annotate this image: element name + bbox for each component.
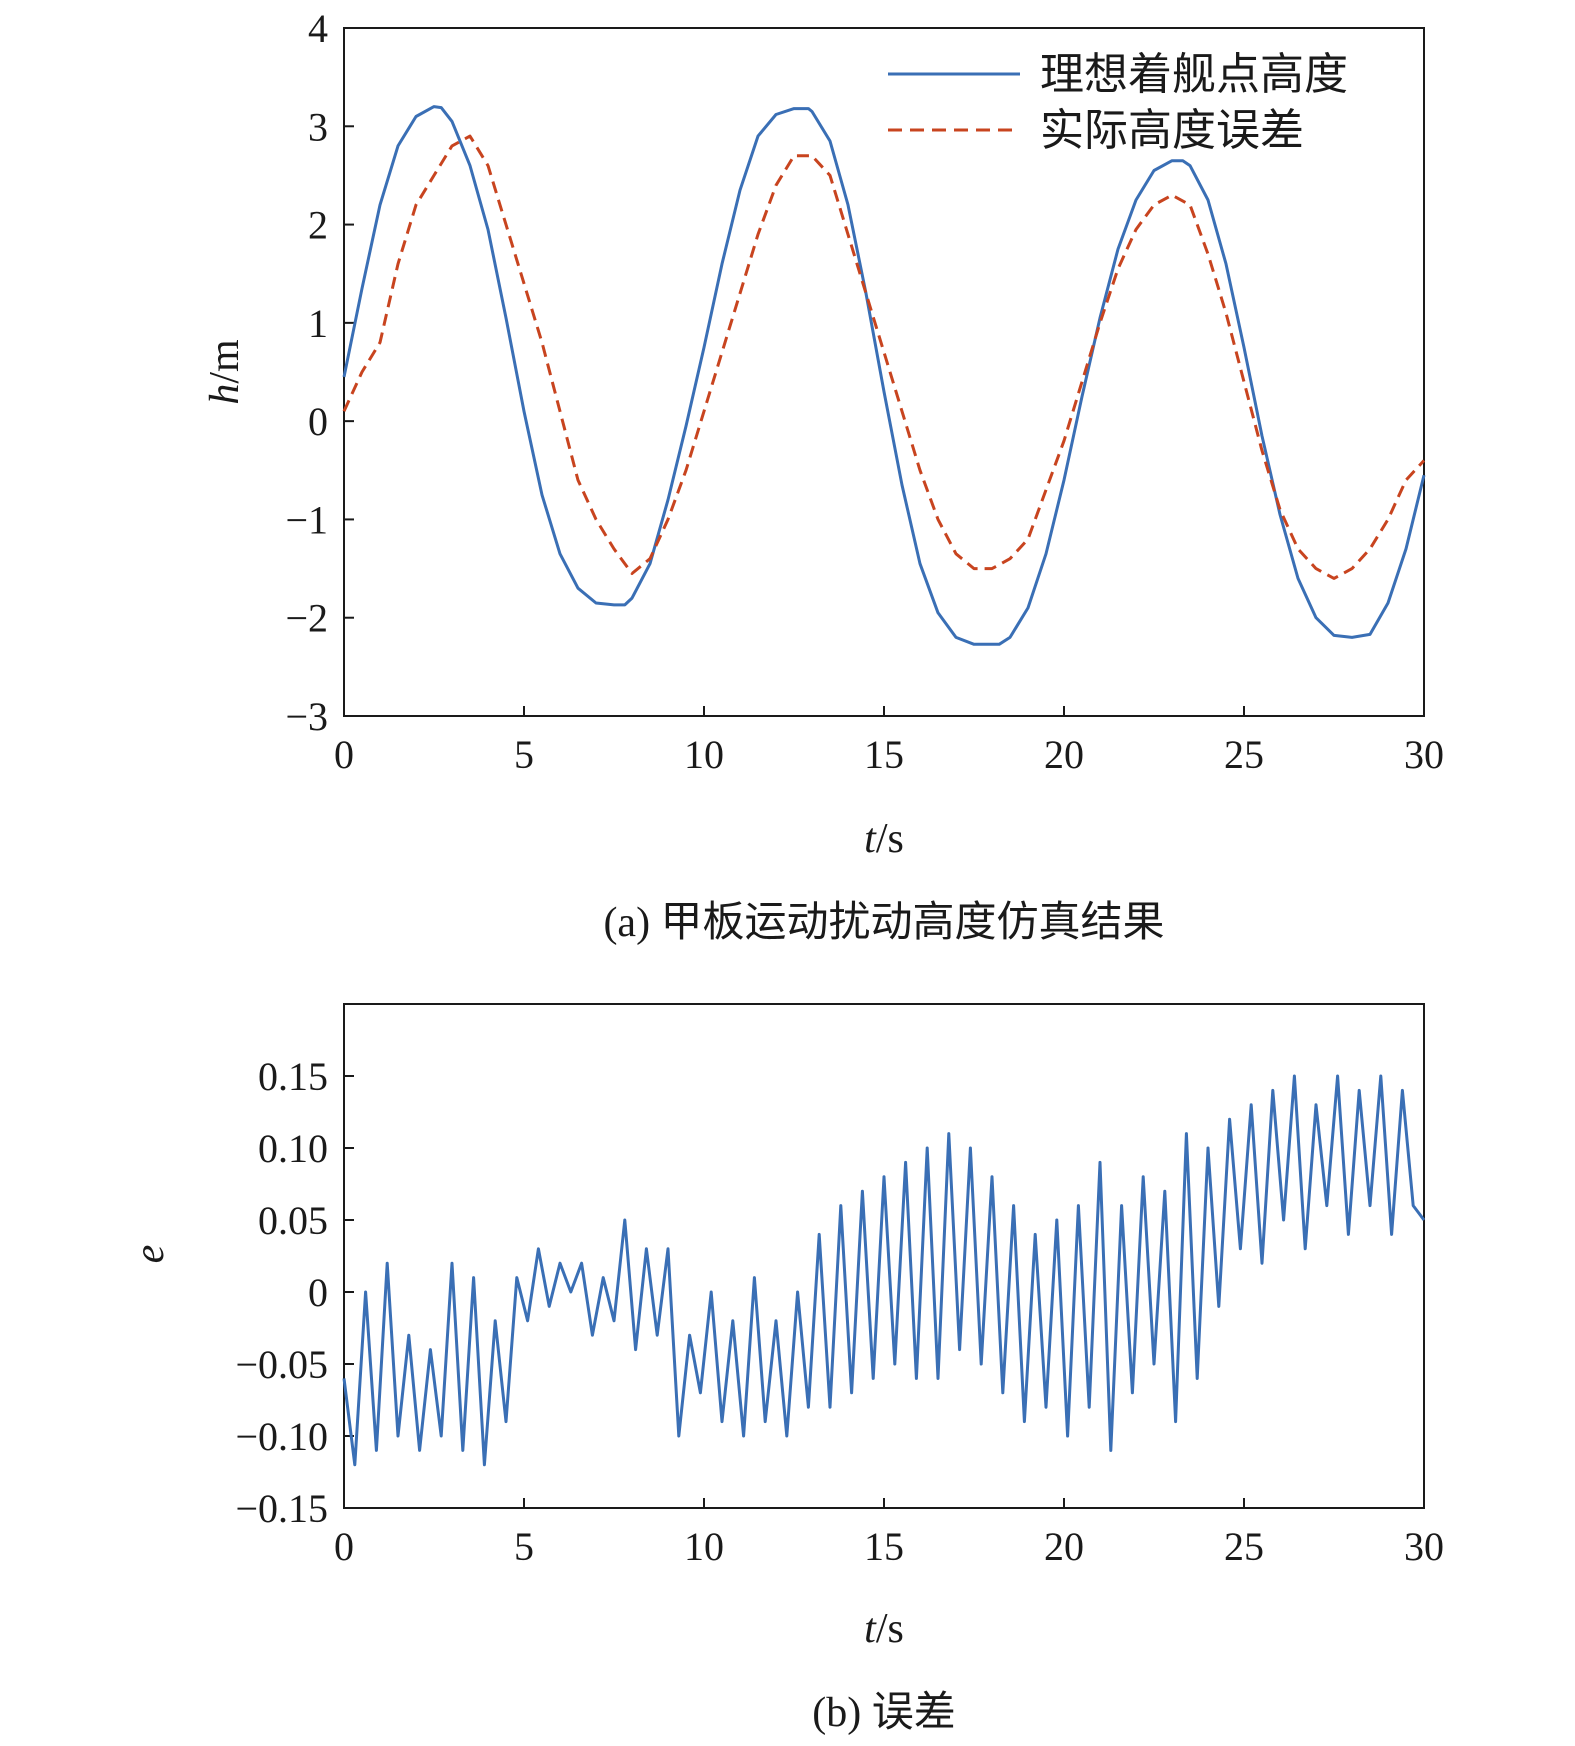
chart-a-x-label: t/s bbox=[864, 816, 904, 862]
series-line-0 bbox=[342, 1074, 1426, 1467]
legend-label-actual: 实际高度误差 bbox=[1040, 106, 1304, 155]
y-tick-label: 3 bbox=[308, 104, 328, 149]
x-tick-label: 0 bbox=[334, 732, 354, 777]
chart-a-y-ticks: −3 −2 −1 0 1 2 3 4 bbox=[285, 6, 354, 739]
y-tick-label: 0 bbox=[308, 1270, 328, 1315]
chart-b-series bbox=[342, 1074, 1426, 1467]
x-tick-label: 10 bbox=[684, 1524, 724, 1569]
x-tick-label: 30 bbox=[1404, 732, 1444, 777]
x-tick-label: 15 bbox=[864, 1524, 904, 1569]
series-line-1 bbox=[342, 134, 1426, 580]
y-tick-label: −0.15 bbox=[235, 1486, 328, 1531]
x-tick-label: 5 bbox=[514, 1524, 534, 1569]
x-tick-label: 10 bbox=[684, 732, 724, 777]
x-tick-label: 0 bbox=[334, 1524, 354, 1569]
x-tick-label: 25 bbox=[1224, 1524, 1264, 1569]
y-tick-label: 0.15 bbox=[258, 1054, 328, 1099]
y-tick-label: −0.10 bbox=[235, 1414, 328, 1459]
y-tick-label: 4 bbox=[308, 6, 328, 51]
y-tick-label: 0.10 bbox=[258, 1126, 328, 1171]
y-tick-label: 2 bbox=[308, 203, 328, 248]
legend-label-ideal: 理想着舰点高度 bbox=[1040, 50, 1348, 99]
x-tick-label: 20 bbox=[1044, 732, 1084, 777]
y-tick-label: 0.05 bbox=[258, 1198, 328, 1243]
y-tick-label: −3 bbox=[285, 694, 328, 739]
y-tick-label: 0 bbox=[308, 399, 328, 444]
x-tick-label: 30 bbox=[1404, 1524, 1444, 1569]
x-tick-label: 20 bbox=[1044, 1524, 1084, 1569]
chart-b-x-ticks: 0 5 10 15 20 25 30 bbox=[334, 1498, 1444, 1569]
chart-a-y-label: h/m bbox=[202, 339, 248, 405]
chart-b-y-label: e bbox=[127, 1245, 173, 1264]
x-tick-label: 25 bbox=[1224, 732, 1264, 777]
y-tick-label: −1 bbox=[285, 497, 328, 542]
chart-b-x-label: t/s bbox=[864, 1606, 904, 1652]
chart-a-series bbox=[342, 105, 1426, 646]
chart-b: −0.15 −0.10 −0.05 0 0.05 0.10 0.15 0 5 10 15 20 25 3… bbox=[127, 1003, 1444, 1736]
chart-a-legend: 理想着舰点高度 实际高度误差 bbox=[888, 50, 1348, 155]
series-line-0 bbox=[342, 105, 1426, 646]
x-tick-label: 5 bbox=[514, 732, 534, 777]
y-tick-label: −0.05 bbox=[235, 1342, 328, 1387]
y-tick-label: 1 bbox=[308, 301, 328, 346]
chart-b-y-ticks: −0.15 −0.10 −0.05 0 0.05 0.10 0.15 bbox=[235, 1054, 354, 1531]
chart-a-x-ticks: 0 5 10 15 20 25 30 bbox=[334, 706, 1444, 777]
y-tick-label: −2 bbox=[285, 596, 328, 641]
chart-a-caption: (a) 甲板运动扰动高度仿真结果 bbox=[603, 900, 1164, 946]
x-tick-label: 15 bbox=[864, 732, 904, 777]
chart-b-caption: (b) 误差 bbox=[812, 1690, 955, 1736]
